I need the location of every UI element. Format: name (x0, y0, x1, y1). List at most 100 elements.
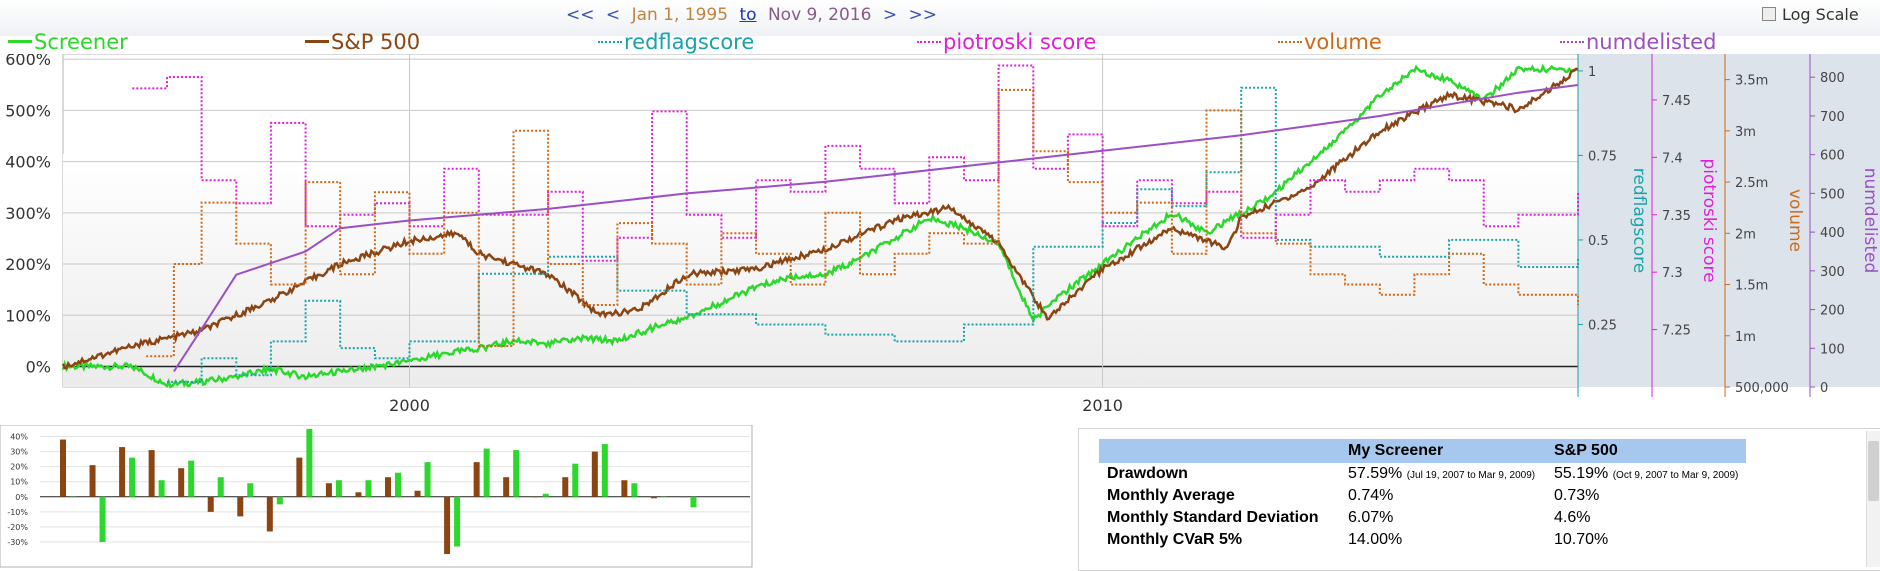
bar-y-tick-label: 40% (10, 433, 28, 442)
x-tick-label: 2010 (1082, 396, 1123, 415)
bar-s-p-500-2013 (591, 451, 598, 497)
bar-screener-2000 (217, 477, 224, 497)
axis-tick-label-redflagscore: 0.75 (1588, 149, 1617, 164)
statistics-table: My Screener S&P 500 Drawdown 57.59% (Jul … (1099, 439, 1747, 551)
axis-tick-label-redflagscore: 0.25 (1588, 318, 1617, 333)
legend-label-volume: volume (1304, 30, 1382, 54)
main-performance-chart: 0%100%200%300%400%500%600%2000 20100.250.… (5, 54, 1880, 415)
bar-screener-2003 (306, 429, 313, 497)
series-line-s-p-500 (61, 67, 1579, 370)
legend-item-volume[interactable]: volume (1278, 30, 1382, 54)
bar-s-p-500-2016 (680, 496, 687, 498)
bar-s-p-500-1998 (148, 450, 155, 497)
stats-value-screener: 57.59% (Jul 19, 2007 to Mar 9, 2009) (1348, 465, 1536, 482)
axis-tick-label-volume: 3.5m (1735, 74, 1768, 89)
legend-line-piotroski-score (917, 41, 941, 43)
legend-item-piotroski-score[interactable]: piotroski score (917, 30, 1096, 54)
statistics-panel: My Screener S&P 500 Drawdown 57.59% (Jul … (1078, 428, 1880, 571)
legend-label-numdelisted: numdelisted (1586, 30, 1717, 54)
legend-label-screener: Screener (34, 30, 128, 54)
bar-screener-2014 (631, 483, 638, 497)
axis-tick-label-numdelisted: 300 (1820, 265, 1845, 280)
stats-value-sp500: 4.6% (1554, 509, 1591, 526)
legend-line-screener (8, 40, 32, 43)
legend-item-redflagscore[interactable]: redflagscore (598, 30, 754, 54)
stats-date-note: (Jul 19, 2007 to Mar 9, 2009) (1406, 470, 1536, 481)
axis-tick-label-numdelisted: 400 (1820, 226, 1845, 241)
stats-value-sp500: 10.70% (1554, 531, 1609, 548)
axis-tick-label-redflagscore: 0.5 (1588, 234, 1609, 249)
chart-legend: Screener S&P 500 redflagscore piotroski sco… (0, 30, 1880, 56)
plot-shading (63, 154, 1578, 387)
stats-value-screener: 14.00% (1348, 531, 1403, 548)
axis-tick-label-numdelisted: 100 (1820, 342, 1845, 357)
legend-item-s-p-500[interactable]: S&P 500 (305, 30, 420, 54)
stats-row-label: Monthly Standard Deviation (1107, 509, 1319, 526)
stats-value-sp500: 0.73% (1554, 487, 1600, 504)
bar-screener-2013 (601, 444, 608, 497)
y-tick-label: 500% (5, 101, 51, 120)
axis-tick-label-volume: 2.5m (1735, 176, 1768, 191)
end-date[interactable]: Nov 9, 2016 (767, 5, 872, 25)
bar-screener-1999 (188, 460, 195, 497)
axis-tick-label-volume: 3m (1735, 125, 1756, 140)
legend-item-numdelisted[interactable]: numdelisted (1560, 30, 1716, 54)
axis-label-piotroski-score: piotroski score (1699, 158, 1719, 282)
series-line-piotroski-score (132, 64, 1579, 262)
axis-tick-label-volume: 500,000 (1735, 381, 1789, 396)
stats-row-monthly-standard-deviation: Monthly Standard Deviation 6.07% 4.6% (1099, 507, 1746, 529)
axis-tick-label-piotroski-score: 7.45 (1662, 94, 1691, 109)
bar-s-p-500-2001 (237, 496, 244, 517)
bar-s-p-500-2014 (621, 480, 628, 497)
bar-s-p-500-2012 (562, 477, 569, 497)
bar-s-p-500-1995 (60, 439, 66, 497)
axis-tick-label-piotroski-score: 7.25 (1662, 324, 1691, 339)
bar-y-tick-label: -10% (7, 508, 28, 517)
legend-line-s-p-500 (305, 40, 329, 43)
legend-line-numdelisted (1560, 41, 1584, 43)
axis-tick-label-piotroski-score: 7.35 (1662, 209, 1691, 224)
legend-line-volume (1278, 41, 1302, 43)
stats-row-monthly-cvar-5: Monthly CVaR 5% 14.00% 10.70% (1099, 529, 1746, 551)
y-tick-label: 100% (5, 306, 51, 325)
start-date[interactable]: Jan 1, 1995 (631, 5, 729, 25)
stats-row-label: Monthly CVaR 5% (1107, 531, 1243, 548)
stats-row-drawdown: Drawdown 57.59% (Jul 19, 2007 to Mar 9, 2… (1099, 463, 1746, 485)
axis-tick-label-volume: 1m (1735, 330, 1756, 345)
bar-screener-2015 (660, 496, 667, 498)
right-axes-panel (1578, 54, 1880, 387)
series-line-redflagscore (167, 86, 1579, 383)
next-period-button[interactable]: > (882, 5, 898, 25)
legend-label-s-p-500: S&P 500 (331, 30, 421, 54)
last-period-button[interactable]: >> (908, 5, 938, 25)
first-period-button[interactable]: << (566, 5, 595, 25)
log-scale-toggle[interactable]: Log Scale (1762, 5, 1859, 24)
stats-header-screener: My Screener (1340, 439, 1546, 463)
previous-period-button[interactable]: < (605, 5, 621, 25)
axis-tick-label-numdelisted: 200 (1820, 304, 1845, 319)
y-tick-label: 0% (26, 358, 51, 377)
y-tick-label: 400% (5, 153, 51, 172)
stats-scrollbar[interactable] (1866, 431, 1880, 567)
bar-y-tick-label: 0% (15, 493, 28, 502)
axis-tick-label-volume: 1.5m (1735, 279, 1768, 294)
to-link[interactable]: to (739, 5, 757, 25)
bar-screener-2010 (513, 450, 520, 497)
bar-s-p-500-2009 (473, 462, 480, 497)
log-scale-label: Log Scale (1782, 5, 1859, 24)
bar-screener-2002 (276, 496, 283, 505)
bar-screener-2009 (483, 448, 490, 497)
bar-screener-2011 (542, 493, 549, 497)
bar-y-tick-label: 10% (10, 478, 28, 487)
log-scale-checkbox[interactable] (1762, 7, 1776, 21)
bar-chart-frame (0, 425, 753, 568)
axis-tick-label-numdelisted: 800 (1820, 71, 1845, 86)
bar-y-tick-label: 30% (10, 448, 28, 457)
axis-label-redflagscore: redflagscore (1629, 168, 1649, 273)
bar-screener-2001 (247, 483, 254, 497)
stats-scrollbar-thumb[interactable] (1868, 441, 1879, 501)
legend-label-redflagscore: redflagscore (624, 30, 755, 54)
stats-row-label: Drawdown (1107, 465, 1188, 482)
bar-y-tick-label: -30% (7, 538, 28, 547)
legend-item-screener[interactable]: Screener (8, 30, 128, 54)
